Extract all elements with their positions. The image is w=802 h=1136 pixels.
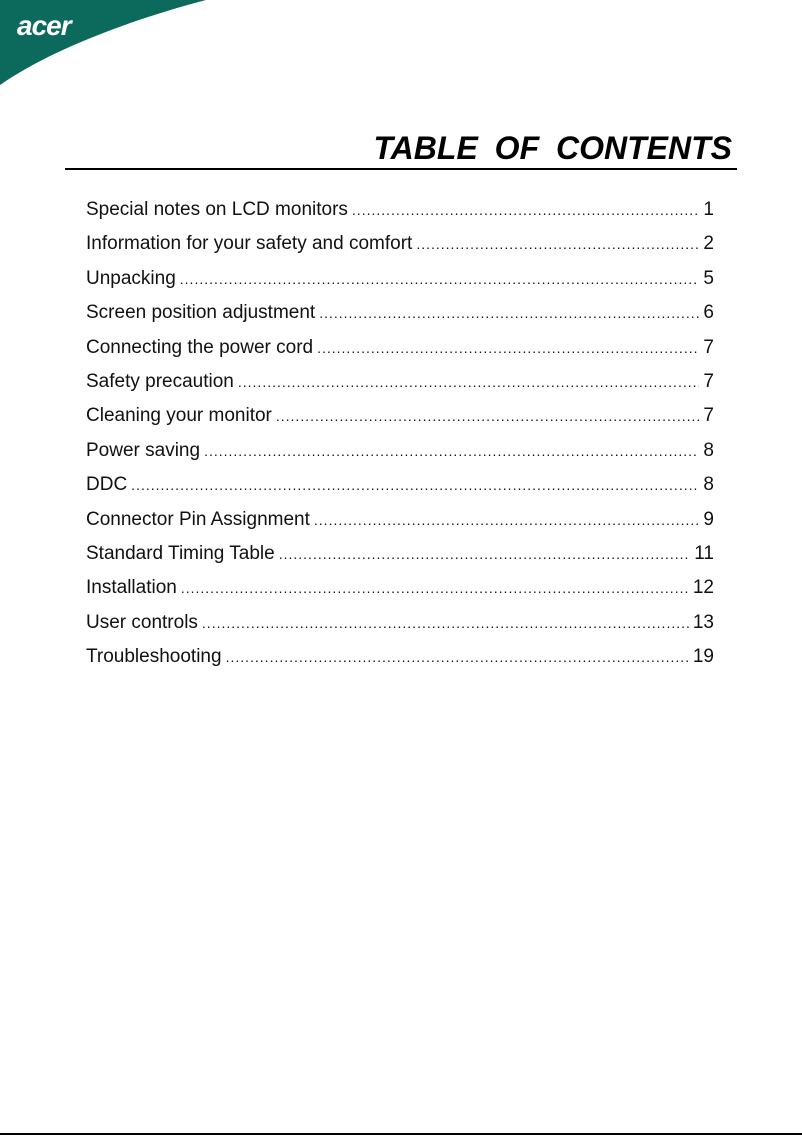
toc-entry-page: 2 — [703, 233, 714, 255]
toc-entry-page: 6 — [703, 302, 714, 324]
toc-entry-title: Connecting the power cord — [86, 336, 314, 358]
toc-entry-page: 8 — [703, 439, 714, 461]
dot-leader — [319, 305, 699, 321]
toc-entry-title: Standard Timing Table — [86, 542, 275, 564]
toc-entry-page: 7 — [703, 370, 714, 392]
toc-entry[interactable]: Special notes on LCD monitors 1 — [86, 199, 714, 233]
toc-entry-page: 8 — [703, 474, 714, 496]
toc-entry-title: Connector Pin Assignment — [86, 508, 310, 530]
table-of-contents: Special notes on LCD monitors 1 Informatio… — [86, 199, 714, 680]
toc-entry-title: Cleaning your monitor — [86, 405, 272, 427]
toc-entry-page: 7 — [703, 336, 714, 358]
dot-leader — [226, 649, 689, 665]
toc-entry[interactable]: Information for your safety and comfort 2 — [86, 233, 714, 267]
toc-entry-page: 9 — [703, 508, 714, 530]
dot-leader — [181, 580, 689, 596]
toc-entry[interactable]: Unpacking 5 — [86, 268, 714, 302]
footer-divider — [0, 1133, 802, 1135]
toc-entry[interactable]: Safety precaution 7 — [86, 371, 714, 405]
toc-entry-title: Screen position adjustment — [86, 302, 316, 324]
toc-entry-title: Power saving — [86, 439, 201, 461]
toc-entry[interactable]: Connector Pin Assignment 9 — [86, 509, 714, 543]
toc-entry-title: Troubleshooting — [86, 646, 222, 668]
toc-entry-title: Installation — [86, 577, 177, 599]
toc-entry-title: Unpacking — [86, 267, 176, 289]
toc-entry[interactable]: DDC 8 — [86, 474, 714, 508]
acer-logo: acer — [17, 10, 72, 41]
toc-entry-page: 19 — [692, 646, 714, 668]
toc-entry-title: Safety precaution — [86, 370, 234, 392]
toc-entry[interactable]: Installation 12 — [86, 577, 714, 611]
dot-leader — [416, 236, 699, 252]
toc-entry-title: User controls — [86, 611, 198, 633]
toc-entry-page: 7 — [703, 405, 714, 427]
toc-entry[interactable]: Screen position adjustment 6 — [86, 302, 714, 336]
toc-entry[interactable]: Cleaning your monitor 7 — [86, 405, 714, 439]
dot-leader — [180, 271, 700, 287]
dot-leader — [204, 443, 699, 459]
toc-entry-page: 5 — [703, 267, 714, 289]
dot-leader — [276, 408, 700, 424]
dot-leader — [314, 512, 700, 528]
toc-entry[interactable]: Troubleshooting 19 — [86, 646, 714, 680]
toc-entry[interactable]: Standard Timing Table 11 — [86, 543, 714, 577]
dot-leader — [131, 477, 699, 493]
toc-entry-title: Information for your safety and comfort — [86, 233, 413, 255]
toc-entry[interactable]: Power saving 8 — [86, 440, 714, 474]
dot-leader — [279, 546, 691, 562]
toc-entry[interactable]: Connecting the power cord 7 — [86, 337, 714, 371]
header-banner — [0, 0, 206, 85]
toc-entry-page: 13 — [692, 611, 714, 633]
title-divider — [65, 168, 737, 170]
toc-entry-page: 1 — [703, 199, 714, 220]
toc-entry-title: Special notes on LCD monitors — [86, 199, 348, 220]
toc-entry[interactable]: User controls 13 — [86, 612, 714, 646]
dot-leader — [352, 202, 700, 218]
dot-leader — [238, 374, 700, 390]
dot-leader — [317, 340, 699, 356]
toc-entry-title: DDC — [86, 474, 128, 496]
dot-leader — [202, 615, 689, 631]
page-title: TABLE OF CONTENTS — [373, 130, 733, 166]
toc-entry-page: 12 — [692, 577, 714, 599]
toc-entry-page: 11 — [694, 542, 714, 564]
